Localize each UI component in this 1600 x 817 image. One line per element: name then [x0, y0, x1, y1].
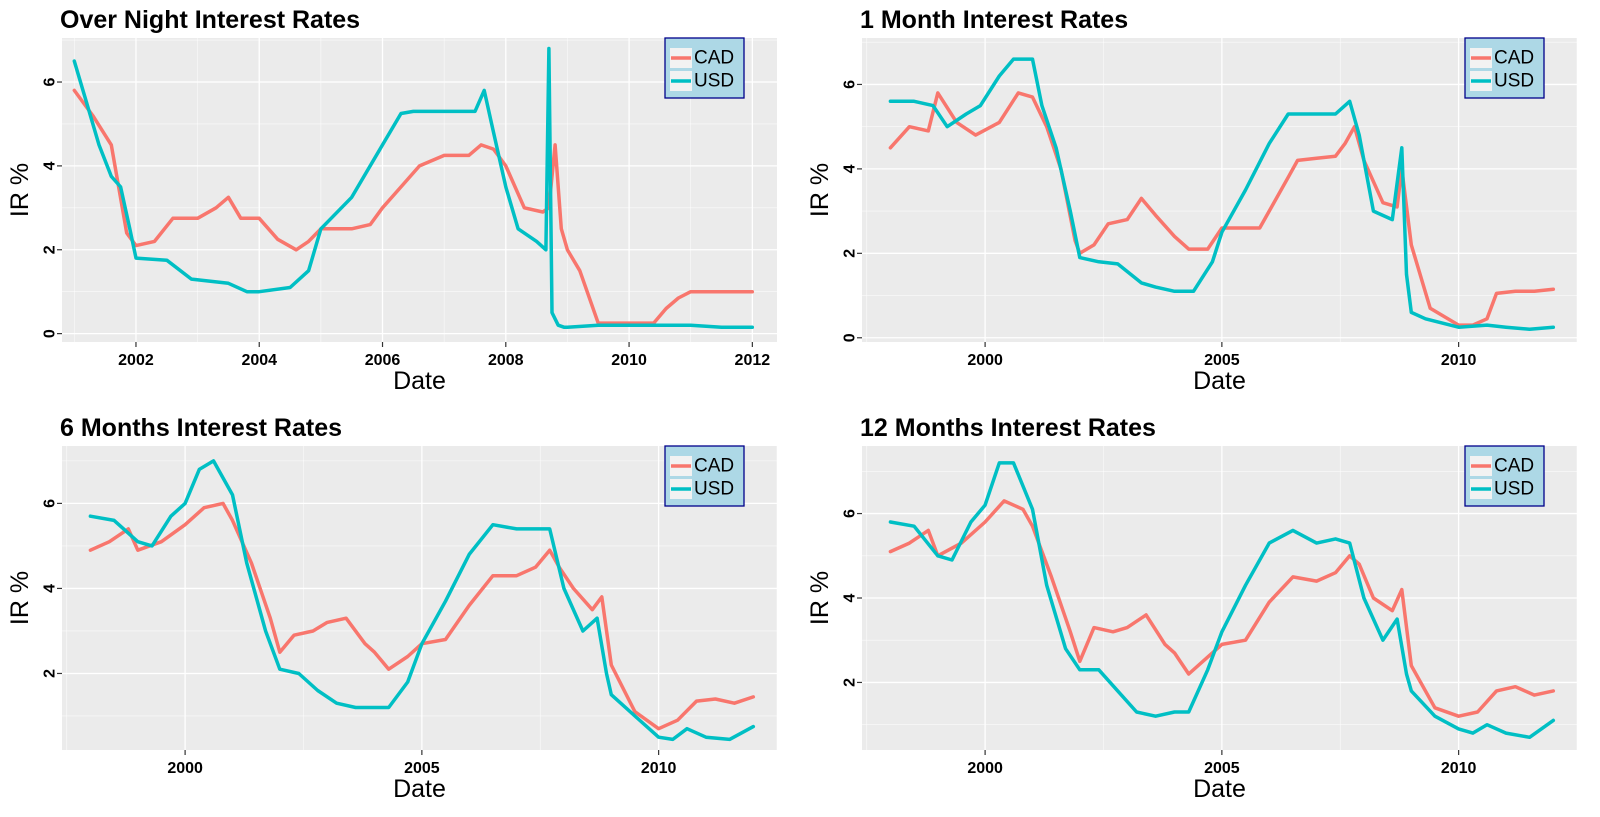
x-tick-label: 2005 [1204, 760, 1240, 777]
y-axis-label: IR % [806, 163, 834, 217]
y-tick-label: 4 [42, 161, 59, 170]
y-tick-label: 4 [842, 164, 859, 173]
legend-label-cad: CAD [694, 456, 734, 477]
chart-panel-1-month: 1 Month Interest Rates 2000 2005 2010 0 2 4 6 Da… [800, 0, 1600, 408]
x-tick-label: 2010 [641, 760, 677, 777]
legend-label-usd: USD [1494, 71, 1534, 92]
y-tick-label: 2 [42, 245, 59, 254]
plot-background [62, 38, 777, 342]
y-tick-label: 6 [842, 509, 859, 518]
y-tick-label: 6 [42, 499, 59, 508]
x-tick-label: 2010 [1441, 760, 1477, 777]
x-axis-label: Date [393, 775, 446, 803]
x-axis-label: Date [1193, 367, 1246, 395]
x-tick-label: 2000 [167, 760, 203, 777]
y-tick-label: 0 [42, 329, 59, 338]
series-line-cad [888, 91, 1556, 327]
x-tick-label: 2012 [735, 352, 771, 369]
legend-label-usd: USD [1494, 479, 1534, 500]
chart-title: 6 Months Interest Rates [60, 414, 342, 442]
x-axis-label: Date [1193, 775, 1246, 803]
y-tick-label: 0 [842, 333, 859, 342]
x-tick-label: 2008 [488, 352, 524, 369]
y-tick-label: 6 [42, 77, 59, 86]
series-line-cad [888, 499, 1556, 718]
series-line-usd [72, 46, 755, 330]
x-tick-label: 2002 [118, 352, 154, 369]
chart-title: 1 Month Interest Rates [860, 6, 1128, 34]
y-tick-label: 2 [842, 249, 859, 258]
chart-panel-12-months: 12 Months Interest Rates 2000 2005 2010 2 4 6 D… [800, 408, 1600, 816]
legend-label-cad: CAD [1494, 48, 1534, 69]
chart-1-month: 1 Month Interest Rates 2000 2005 2010 0 2 4 6 Da… [806, 6, 1578, 395]
y-axis-label: IR % [6, 163, 34, 217]
legend-label-cad: CAD [694, 48, 734, 69]
series-line-usd [888, 57, 1556, 332]
plot-background [862, 38, 1577, 342]
chart-title: 12 Months Interest Rates [860, 414, 1156, 442]
y-tick-label: 2 [842, 678, 859, 687]
legend-label-cad: CAD [1494, 456, 1534, 477]
y-tick-label: 4 [42, 584, 59, 593]
x-tick-label: 2005 [404, 760, 440, 777]
chart-title: Over Night Interest Rates [60, 6, 360, 34]
series-line-usd [888, 461, 1556, 740]
plot-background [62, 446, 777, 750]
series-line-usd [88, 459, 756, 742]
x-tick-label: 2000 [967, 760, 1003, 777]
x-tick-label: 2010 [1441, 352, 1477, 369]
y-tick-label: 2 [42, 669, 59, 678]
series-line-cad [88, 501, 756, 731]
x-tick-label: 2010 [611, 352, 647, 369]
x-axis-label: Date [393, 367, 446, 395]
x-tick-label: 2006 [365, 352, 401, 369]
chart-6-months: 6 Months Interest Rates 2000 2005 2010 2 4 6 Da… [6, 414, 778, 803]
y-axis-label: IR % [6, 571, 34, 625]
x-tick-label: 2004 [241, 352, 277, 369]
y-axis-label: IR % [806, 571, 834, 625]
legend-label-usd: USD [694, 479, 734, 500]
chart-panel-overnight: Over Night Interest Rates 2002 2004 2006 200… [0, 0, 800, 408]
chart-panel-6-months: 6 Months Interest Rates 2000 2005 2010 2 4 6 Da… [0, 408, 800, 816]
x-tick-label: 2005 [1204, 352, 1240, 369]
legend-label-usd: USD [694, 71, 734, 92]
series-line-cad [72, 88, 755, 325]
y-tick-label: 6 [842, 80, 859, 89]
chart-12-months: 12 Months Interest Rates 2000 2005 2010 2 4 6 D… [806, 414, 1578, 803]
x-tick-label: 2000 [967, 352, 1003, 369]
y-tick-label: 4 [842, 593, 859, 602]
chart-overnight: Over Night Interest Rates 2002 2004 2006 200… [6, 6, 777, 395]
